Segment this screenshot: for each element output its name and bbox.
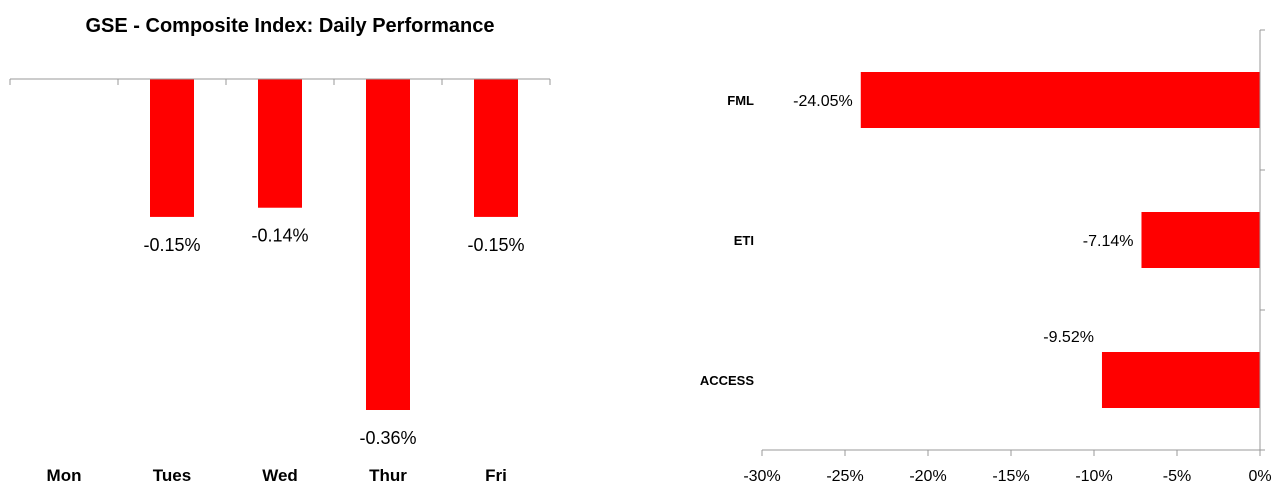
category-label-wed: Wed xyxy=(262,466,298,485)
x-tick-label: -10% xyxy=(1075,468,1112,485)
data-label-fri: -0.15% xyxy=(467,235,524,255)
x-tick-label: -30% xyxy=(743,468,780,485)
data-label-wed: -0.14% xyxy=(251,226,308,246)
bar-fml xyxy=(860,72,1260,128)
data-label-fml: -24.05% xyxy=(793,93,853,110)
x-tick-label: -15% xyxy=(992,468,1029,485)
x-tick-label: 0% xyxy=(1248,468,1271,485)
bar-fri xyxy=(474,79,518,217)
data-label-eti: -7.14% xyxy=(1083,233,1134,250)
chart-title: GSE - Composite Index: Daily Performance xyxy=(86,15,495,37)
top-losers-chart: FML -24.05% ETI -7.14% ACCESS -9.52% -30% -25% -… xyxy=(700,29,1272,485)
x-tick-label: -5% xyxy=(1163,468,1191,485)
data-label-access: -9.52% xyxy=(1043,329,1094,346)
bar-thur xyxy=(366,79,410,410)
category-label-tues: Tues xyxy=(153,466,191,485)
bar-access xyxy=(1101,352,1260,408)
bar-wed xyxy=(258,79,302,208)
category-label-thur: Thur xyxy=(369,466,407,485)
data-label-thur: -0.36% xyxy=(359,428,416,448)
category-label-fri: Fri xyxy=(485,466,507,485)
x-tick-label: -20% xyxy=(909,468,946,485)
bar-eti xyxy=(1141,212,1260,268)
category-label-access: ACCESS xyxy=(700,373,755,388)
composite-index-chart: GSE - Composite Index: Daily Performance… xyxy=(9,15,551,485)
data-label-tues: -0.15% xyxy=(143,235,200,255)
category-label-mon: Mon xyxy=(47,466,82,485)
category-label-eti: ETI xyxy=(734,233,754,248)
x-tick-label: -25% xyxy=(826,468,863,485)
category-label-fml: FML xyxy=(727,93,754,108)
bar-tues xyxy=(150,79,194,217)
